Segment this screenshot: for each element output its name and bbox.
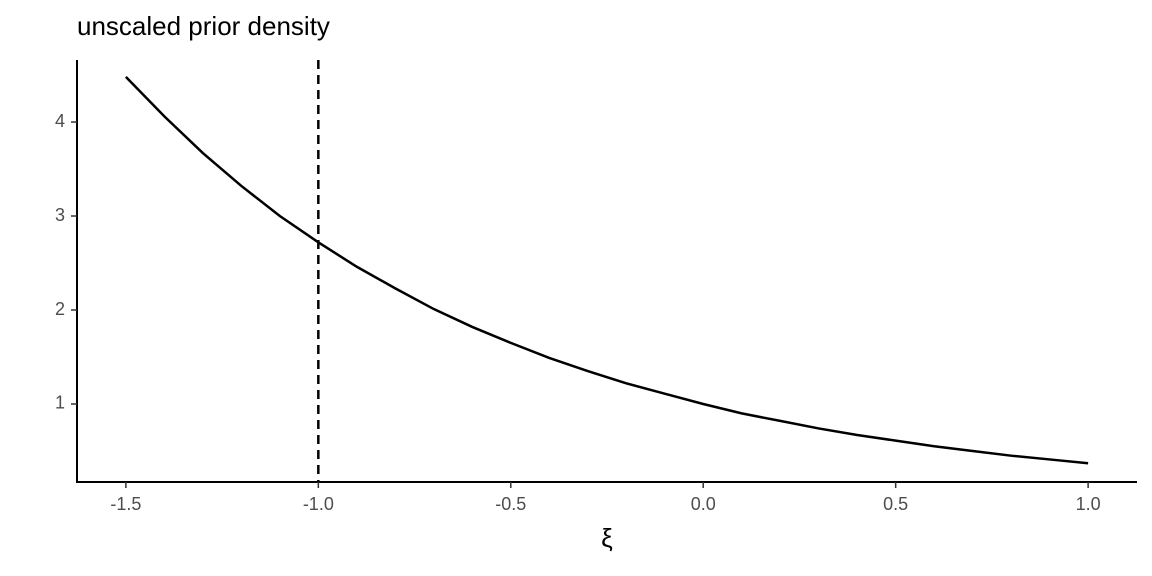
chart-title: unscaled prior density [77, 11, 330, 41]
y-tick-label: 3 [55, 205, 65, 225]
curve [124, 76, 1089, 465]
x-axis-label: ξ [601, 523, 613, 553]
y-tick-label: 4 [55, 111, 65, 131]
x-tick-label: -0.5 [495, 494, 526, 514]
x-tick-label: 0.0 [691, 494, 716, 514]
x-tick-label: -1.5 [110, 494, 141, 514]
x-tick-label: 1.0 [1076, 494, 1101, 514]
y-tick-label: 2 [55, 299, 65, 319]
x-tick-label: 0.5 [883, 494, 908, 514]
x-tick-label: -1.0 [303, 494, 334, 514]
y-tick-label: 1 [55, 393, 65, 413]
